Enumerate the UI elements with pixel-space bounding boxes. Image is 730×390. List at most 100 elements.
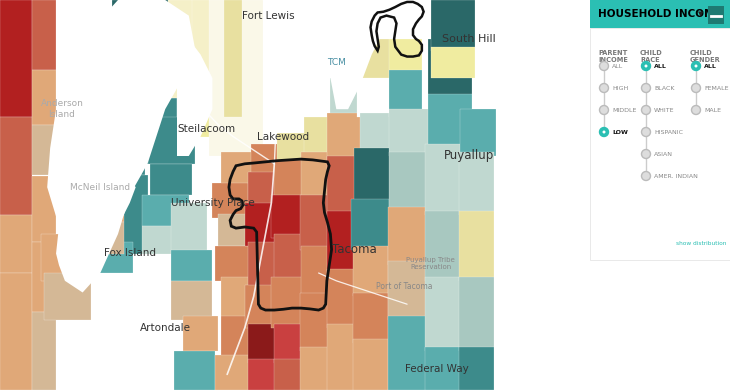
Bar bbox=[590, 28, 730, 260]
Bar bbox=[32, 312, 62, 390]
Circle shape bbox=[602, 131, 605, 133]
Bar bbox=[274, 359, 307, 390]
Bar bbox=[0, 273, 32, 390]
Text: Fox Island: Fox Island bbox=[104, 248, 155, 259]
Bar bbox=[274, 160, 307, 199]
Bar bbox=[91, 254, 139, 390]
Bar bbox=[215, 355, 250, 390]
Bar bbox=[150, 164, 192, 195]
Bar bbox=[171, 203, 207, 254]
Polygon shape bbox=[47, 0, 195, 292]
Circle shape bbox=[645, 64, 648, 67]
Bar bbox=[118, 98, 177, 136]
Text: HIGH: HIGH bbox=[612, 85, 629, 90]
Bar bbox=[353, 246, 388, 296]
Bar bbox=[168, 0, 192, 98]
Bar bbox=[71, 222, 124, 254]
Bar bbox=[301, 246, 334, 296]
Bar bbox=[431, 0, 475, 51]
Bar bbox=[112, 0, 183, 98]
Bar bbox=[459, 152, 494, 214]
Bar bbox=[221, 316, 260, 359]
Bar bbox=[388, 261, 429, 320]
Bar bbox=[0, 0, 32, 117]
Bar bbox=[388, 316, 429, 390]
Circle shape bbox=[599, 128, 609, 136]
Text: Artondale: Artondale bbox=[139, 323, 191, 333]
Bar bbox=[389, 152, 431, 211]
Circle shape bbox=[599, 62, 609, 71]
Bar bbox=[425, 144, 469, 215]
Bar bbox=[142, 226, 189, 254]
Circle shape bbox=[642, 149, 650, 158]
Bar bbox=[328, 269, 363, 328]
Bar bbox=[174, 351, 215, 390]
Bar bbox=[708, 6, 724, 24]
Text: ALL: ALL bbox=[612, 64, 623, 69]
Bar bbox=[428, 39, 472, 98]
Bar bbox=[110, 136, 145, 176]
Text: CHILD
GENDER: CHILD GENDER bbox=[690, 50, 721, 63]
Bar bbox=[353, 292, 388, 343]
Bar bbox=[431, 47, 475, 78]
Bar bbox=[68, 176, 124, 222]
Bar bbox=[331, 78, 363, 117]
Bar bbox=[328, 113, 363, 160]
Bar bbox=[354, 148, 392, 203]
Bar bbox=[91, 242, 133, 273]
Bar bbox=[218, 215, 254, 246]
Bar bbox=[171, 250, 212, 281]
Text: WHITE: WHITE bbox=[654, 108, 675, 112]
Bar bbox=[221, 277, 260, 320]
Text: MALE: MALE bbox=[704, 108, 721, 112]
Bar bbox=[300, 347, 332, 390]
Text: FEMALE: FEMALE bbox=[704, 85, 729, 90]
Bar bbox=[247, 324, 280, 363]
Bar bbox=[45, 273, 91, 320]
Bar bbox=[459, 347, 494, 390]
Circle shape bbox=[599, 106, 609, 115]
Bar bbox=[590, 0, 730, 28]
Bar bbox=[142, 195, 189, 226]
Bar bbox=[56, 273, 103, 390]
Circle shape bbox=[642, 172, 650, 181]
Circle shape bbox=[691, 83, 701, 92]
Circle shape bbox=[694, 64, 697, 67]
Bar bbox=[459, 277, 494, 351]
Text: University Place: University Place bbox=[171, 198, 254, 208]
Bar bbox=[272, 195, 307, 238]
Bar bbox=[245, 203, 280, 246]
Bar bbox=[32, 125, 62, 176]
Circle shape bbox=[642, 106, 650, 115]
Bar bbox=[328, 324, 363, 390]
Bar bbox=[360, 39, 396, 78]
Bar bbox=[300, 292, 335, 351]
Polygon shape bbox=[177, 39, 212, 156]
Text: Steilacoom: Steilacoom bbox=[177, 124, 236, 134]
Text: MIDDLE: MIDDLE bbox=[612, 108, 637, 112]
Text: ▼: ▼ bbox=[698, 11, 704, 17]
Bar bbox=[0, 117, 32, 215]
Text: LOW: LOW bbox=[612, 129, 628, 135]
Text: Federal Way: Federal Way bbox=[404, 363, 469, 374]
Bar bbox=[460, 109, 496, 156]
Circle shape bbox=[642, 83, 650, 92]
Polygon shape bbox=[77, 164, 136, 265]
Bar bbox=[353, 339, 388, 390]
Bar bbox=[42, 234, 88, 281]
Bar bbox=[171, 281, 212, 320]
Bar bbox=[425, 347, 469, 390]
Bar bbox=[389, 70, 422, 117]
Bar bbox=[360, 113, 396, 156]
Bar bbox=[247, 172, 277, 207]
Text: ALL: ALL bbox=[654, 64, 667, 69]
Text: CHILD
RACE: CHILD RACE bbox=[640, 50, 663, 63]
Bar bbox=[425, 211, 469, 281]
Bar bbox=[389, 109, 431, 156]
Bar bbox=[245, 285, 280, 328]
Bar bbox=[94, 176, 147, 254]
Bar bbox=[130, 133, 177, 164]
Bar bbox=[277, 133, 310, 164]
Bar bbox=[147, 117, 195, 164]
Bar bbox=[215, 246, 254, 281]
